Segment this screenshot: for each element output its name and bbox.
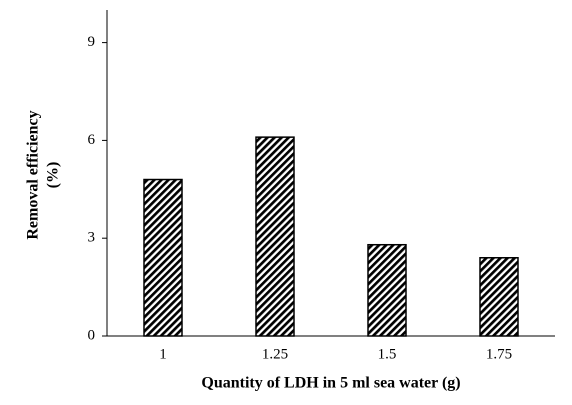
y-tick-label: 3 (88, 230, 96, 246)
x-tick-label: 1.5 (378, 346, 397, 362)
y-tick-label: 6 (88, 132, 96, 148)
bar (367, 243, 407, 337)
bar (255, 136, 295, 337)
y-tick-label: 9 (88, 34, 96, 50)
x-tick-label: 1.75 (486, 346, 512, 362)
bar (143, 178, 183, 337)
y-tick-label: 0 (88, 327, 96, 343)
x-tick-label: 1 (159, 346, 167, 362)
bar (479, 257, 519, 337)
y-axis-label-line: (%) (45, 162, 62, 189)
y-axis-label-line: Removal efficiency (25, 110, 42, 239)
x-axis-label: Quantity of LDH in 5 ml sea water (g) (201, 375, 460, 392)
x-tick-label: 1.25 (262, 346, 288, 362)
y-axis-label: Removal efficiency (%) (25, 110, 62, 239)
